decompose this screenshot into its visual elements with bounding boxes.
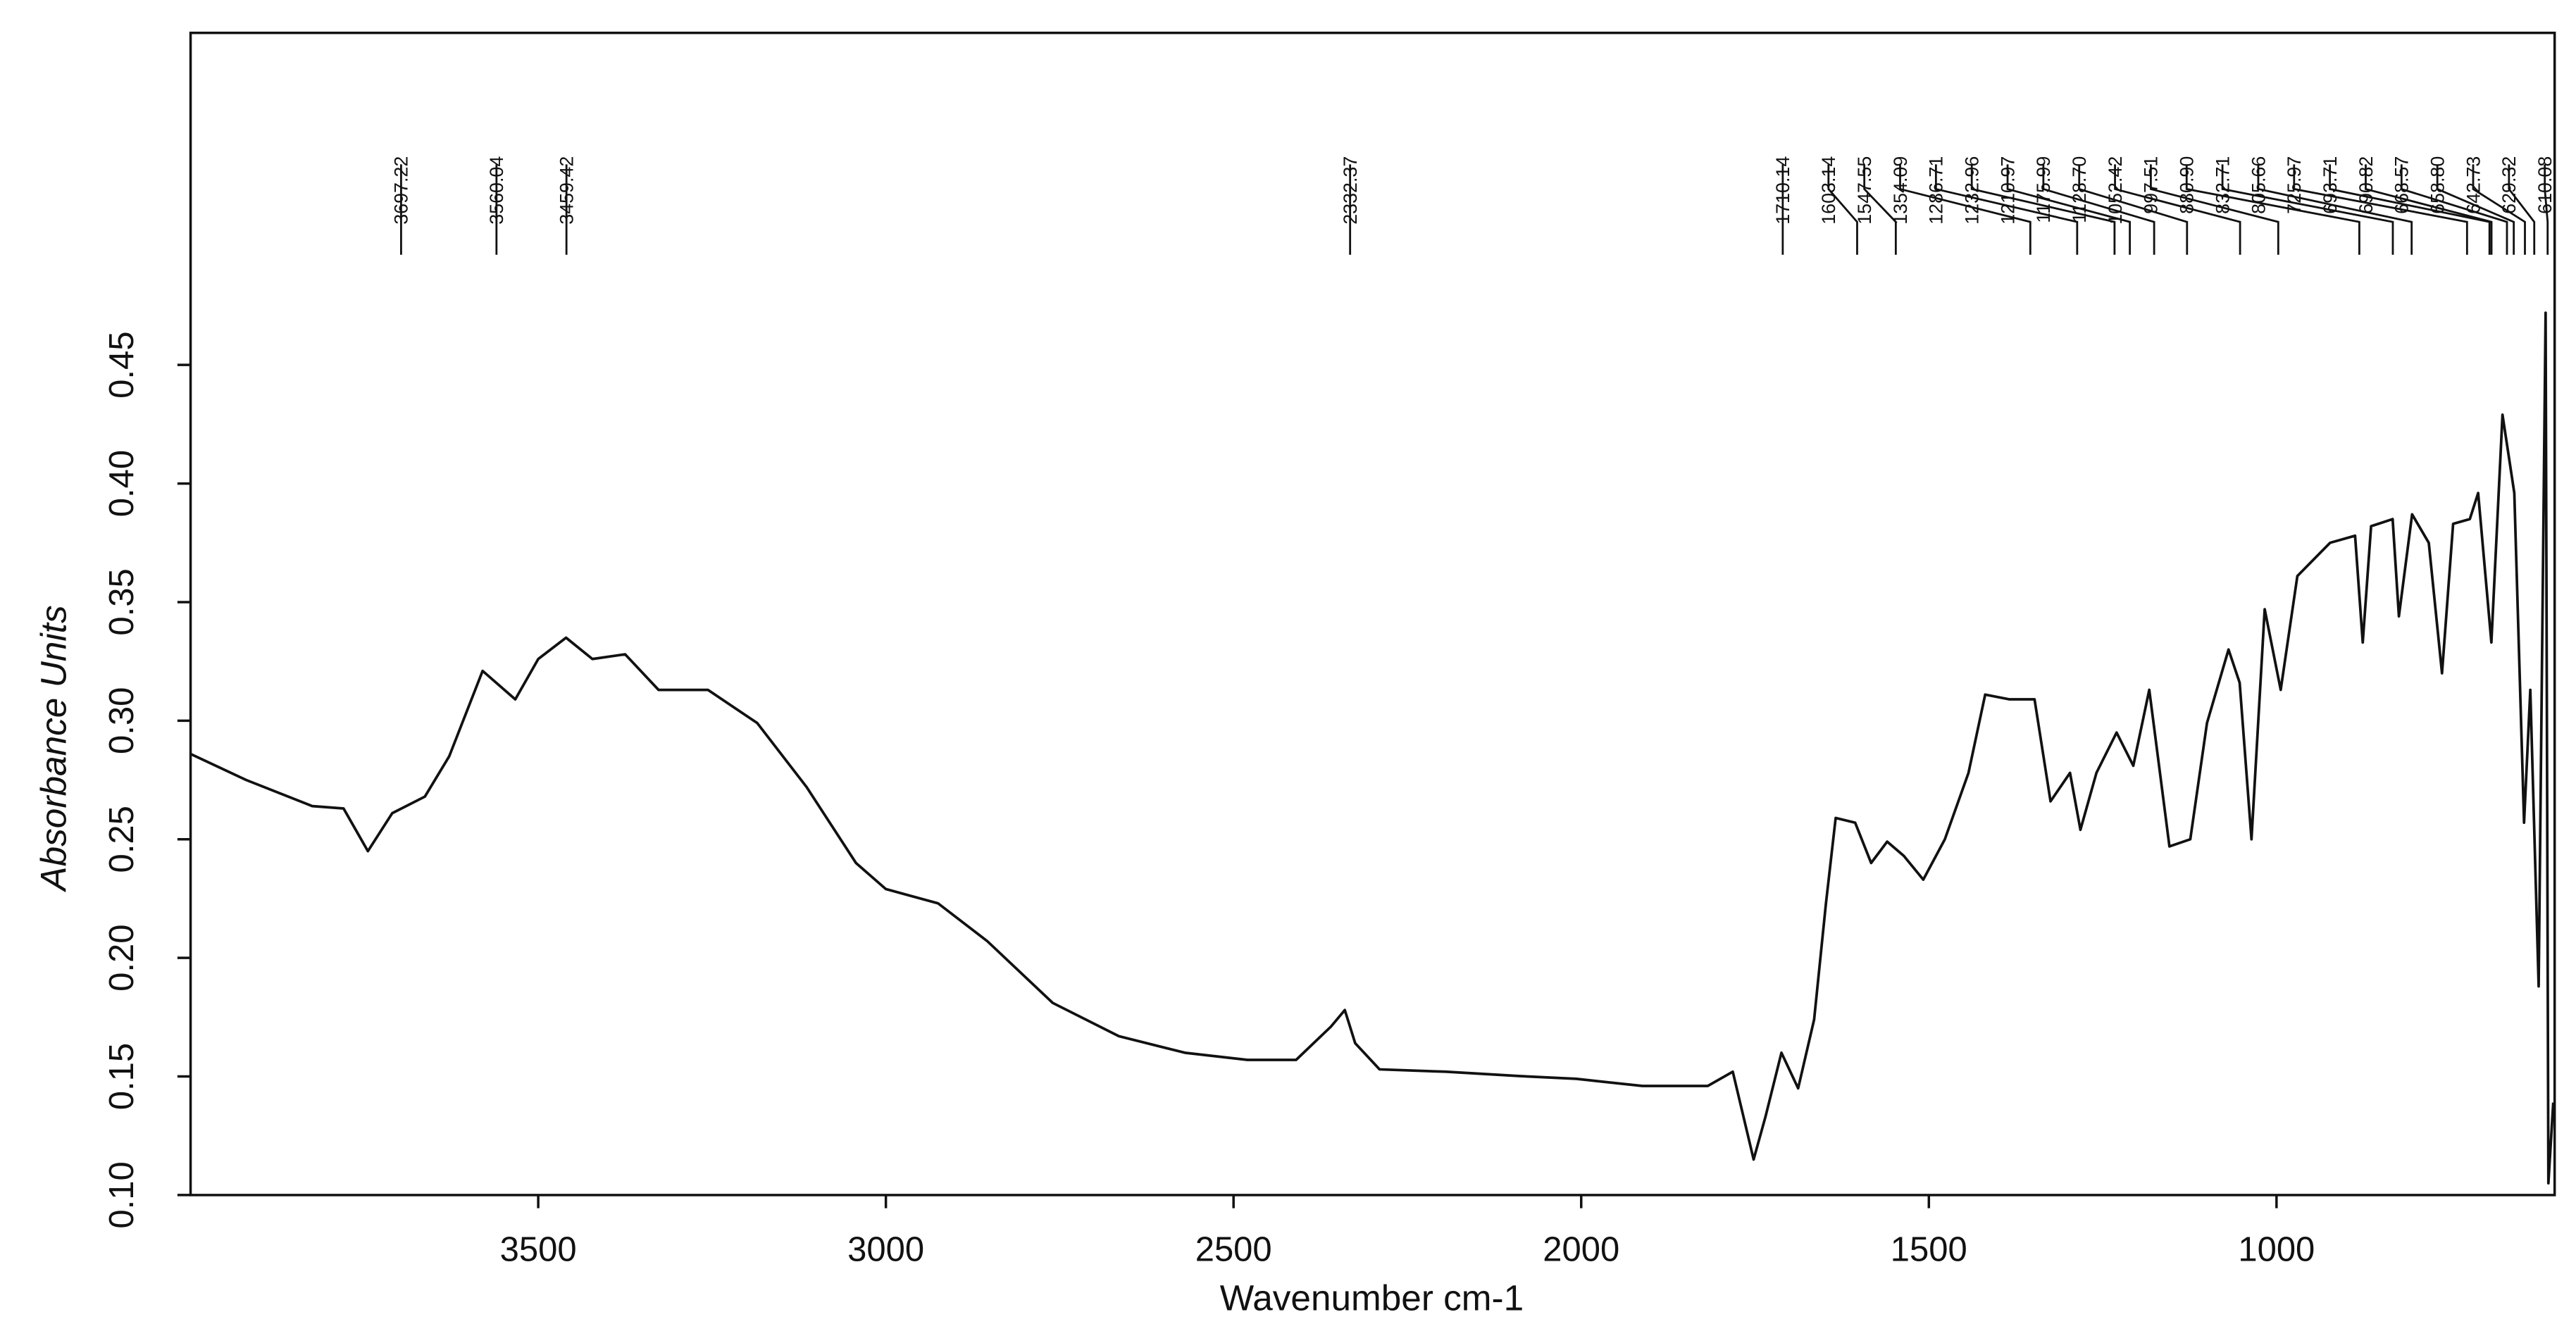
peak-marker	[2078, 164, 2189, 255]
x-axis-title: Wavenumber cm-1	[1220, 1278, 1524, 1318]
plot-frame	[189, 31, 2556, 1197]
peak-marker	[1827, 164, 1858, 255]
y-tick-label: 0.20	[103, 924, 141, 991]
peak-marker	[2293, 164, 2468, 255]
y-tick-label: 0.10	[103, 1161, 141, 1228]
peak-marker	[2436, 164, 2515, 255]
y-tick-label: 0.35	[103, 568, 141, 635]
peak-marker	[2329, 164, 2491, 255]
y-tick-label: 0.30	[103, 687, 141, 754]
x-tick-label: 3500	[500, 1230, 577, 1268]
y-axis-title: Absorbance Units	[33, 605, 73, 892]
peak-marker	[2150, 164, 2279, 255]
x-tick-label: 2500	[1195, 1230, 1272, 1268]
peak-marker	[1863, 164, 1897, 255]
y-tick-label: 0.15	[103, 1043, 141, 1110]
peak-marker	[2472, 164, 2526, 255]
peak-marker	[2400, 164, 2508, 255]
x-tick-label: 1500	[1891, 1230, 1967, 1268]
peak-marker	[2365, 164, 2493, 255]
peak-marker	[2114, 164, 2241, 255]
peak-marker	[2006, 164, 2132, 255]
peak-marker	[2257, 164, 2413, 255]
peak-marker	[1899, 164, 2031, 255]
peak-marker	[2544, 164, 2549, 255]
y-tick-label: 0.40	[103, 450, 141, 517]
spectrum-line	[189, 311, 2555, 1185]
peak-marker	[1934, 164, 2079, 255]
y-tick-label: 0.45	[103, 331, 141, 398]
peak-marker	[2508, 164, 2536, 255]
peak-marker	[1970, 164, 2116, 255]
x-tick-label: 1000	[2238, 1230, 2315, 1268]
y-tick-label: 0.25	[103, 806, 141, 873]
peak-marker	[2042, 164, 2155, 255]
peak-marker	[2185, 164, 2360, 255]
x-tick-label: 3000	[847, 1230, 924, 1268]
peak-marker	[2221, 164, 2394, 255]
x-tick-label: 2000	[1543, 1230, 1619, 1268]
